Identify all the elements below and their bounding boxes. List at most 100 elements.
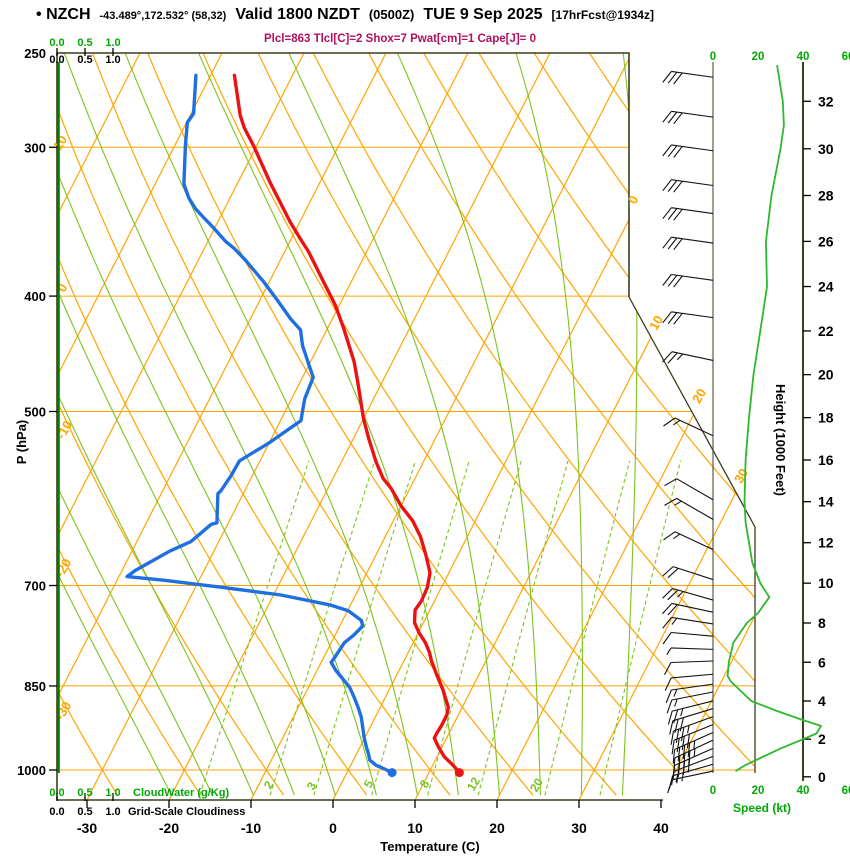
mixing-ratio-label: 20 — [527, 775, 546, 794]
wind-barb — [667, 700, 714, 725]
height-tick-label: 22 — [818, 323, 834, 339]
wind-barb — [662, 110, 714, 125]
dry-adiabat-label: 10 — [50, 133, 70, 153]
plot-frame — [56, 52, 804, 801]
station-coords: -43.489°,172.532° (58,32) — [99, 10, 227, 22]
speed-axis-title: Speed (kt) — [733, 801, 791, 815]
height-tick-label: 4 — [818, 693, 826, 709]
wind-barb — [672, 731, 714, 764]
wind-barb — [666, 691, 714, 714]
mixing-ratio-lines — [199, 460, 682, 796]
wind-barb — [671, 724, 714, 755]
height-tick-label: 32 — [818, 93, 834, 109]
temperature-tick-label: 20 — [489, 820, 505, 836]
height-tick-label: 14 — [818, 494, 834, 510]
wind-barb — [669, 708, 714, 735]
wind-barb — [664, 660, 714, 676]
isotherm-label: 20 — [689, 386, 709, 406]
height-tick-label: 8 — [818, 615, 826, 631]
speed-tick-label-bottom: 60 — [842, 785, 850, 797]
isotherm-lines — [57, 53, 755, 800]
temperature-tick-label: -20 — [159, 820, 179, 836]
temperature-axis-title: Temperature (C) — [380, 839, 479, 854]
wind-barb — [664, 497, 714, 520]
background-grid — [57, 53, 755, 800]
height-tick-label: 6 — [818, 654, 826, 670]
cloud-scales: 0.0 0.0 0.5 0.5 1.0 1.0 0.0 0.0 0.5 0.5 1.0 1.0 Clou… — [49, 37, 245, 818]
height-tick-label: 10 — [818, 575, 834, 591]
speed-tick-label-top: 0 — [710, 51, 716, 63]
height-tick-label: 16 — [818, 452, 834, 468]
cloudwater-tick-top: 0.0 — [49, 37, 64, 49]
cloudiness-axis-title: Grid-Scale Cloudiness — [128, 806, 245, 818]
pressure-tick-label: 400 — [24, 289, 46, 304]
dry-adiabat-lines — [57, 53, 755, 796]
pressure-tick-label: 700 — [24, 579, 46, 594]
cloudwater-axis-title: CloudWater (g/Kg) — [133, 787, 229, 799]
height-tick-label: 0 — [818, 769, 826, 785]
wind-barb — [665, 683, 714, 704]
mixing-ratio-label: 8 — [417, 777, 433, 790]
cloudiness-tick-top: 0.0 — [49, 54, 64, 66]
temperature-tick-label: -10 — [241, 820, 261, 836]
wind-barb — [664, 673, 714, 691]
height-tick-label: 30 — [818, 141, 834, 157]
wind-barb — [670, 716, 714, 745]
height-tick-label: 18 — [818, 410, 834, 426]
wind-barb — [662, 144, 714, 158]
cloudiness-tick-top: 0.5 — [77, 54, 92, 66]
pressure-tick-label: 300 — [24, 140, 46, 155]
mixing-ratio-label: 3 — [304, 779, 320, 792]
speed-tick-label-top: 40 — [797, 51, 810, 63]
axis-ticks — [49, 48, 811, 808]
pressure-tick-label: 250 — [24, 46, 46, 61]
valid-date: TUE 9 Sep 2025 — [423, 6, 543, 23]
mixing-ratio-label: 12 — [464, 774, 483, 793]
pressure-tick-label: 850 — [24, 679, 46, 694]
dry-adiabat-label: -30 — [52, 699, 74, 723]
bullet-icon: • — [36, 6, 42, 23]
wind-barb — [664, 478, 714, 501]
height-tick-label: 12 — [818, 535, 834, 551]
pressure-tick-label: 500 — [24, 404, 46, 419]
stability-indices-line: Plcl=863 Tlcl[C]=2 Shox=7 Pwat[cm]=1 Cap… — [264, 33, 536, 45]
cloudiness-tick-bottom: 1.0 — [105, 806, 120, 818]
valid-time: Valid 1800 NZDT — [235, 6, 360, 23]
height-tick-label: 24 — [818, 279, 834, 295]
wind-barb — [662, 351, 714, 364]
temperature-curve — [232, 73, 461, 775]
temperature-tick-label: 30 — [571, 820, 587, 836]
valid-time-zulu: (0500Z) — [368, 7, 415, 22]
mixing-ratio-labels: 2 3 5 8 12 20 — [261, 774, 546, 794]
chart-header: • NZCH -43.489°,172.532° (58,32) Valid 1… — [36, 6, 654, 24]
speed-tick-label-top: 20 — [752, 51, 765, 63]
height-tick-label: 20 — [818, 367, 834, 383]
surface-dewpoint-dot — [387, 768, 397, 778]
temperature-tick-label: 10 — [407, 820, 423, 836]
pressure-gridlines — [57, 146, 755, 771]
cloudiness-tick-bottom: 0.0 — [49, 806, 64, 818]
wind-barb — [662, 631, 714, 645]
speed-tick-label-top: 60 — [842, 51, 850, 63]
temperature-tick-label: -30 — [77, 820, 97, 836]
speed-tick-label-bottom: 40 — [797, 785, 810, 797]
height-tick-label: 2 — [818, 731, 826, 747]
wind-barb — [662, 616, 714, 629]
wind-barb — [662, 236, 714, 251]
dewpoint-curve — [125, 73, 394, 775]
wind-barb — [662, 602, 714, 616]
isotherm-label: 0 — [625, 193, 642, 207]
wind-barb — [662, 566, 714, 581]
temperature-tick-label: 40 — [653, 820, 669, 836]
wind-barb — [662, 179, 714, 193]
wind-barb — [666, 647, 714, 655]
wind-barb — [668, 763, 714, 790]
wind-barb — [662, 587, 714, 601]
wind-barbs — [662, 70, 714, 794]
wind-barb — [663, 417, 714, 437]
height-axis-title: Height (1000 Feet) — [773, 384, 788, 496]
temperature-tick-label: 0 — [329, 820, 337, 836]
